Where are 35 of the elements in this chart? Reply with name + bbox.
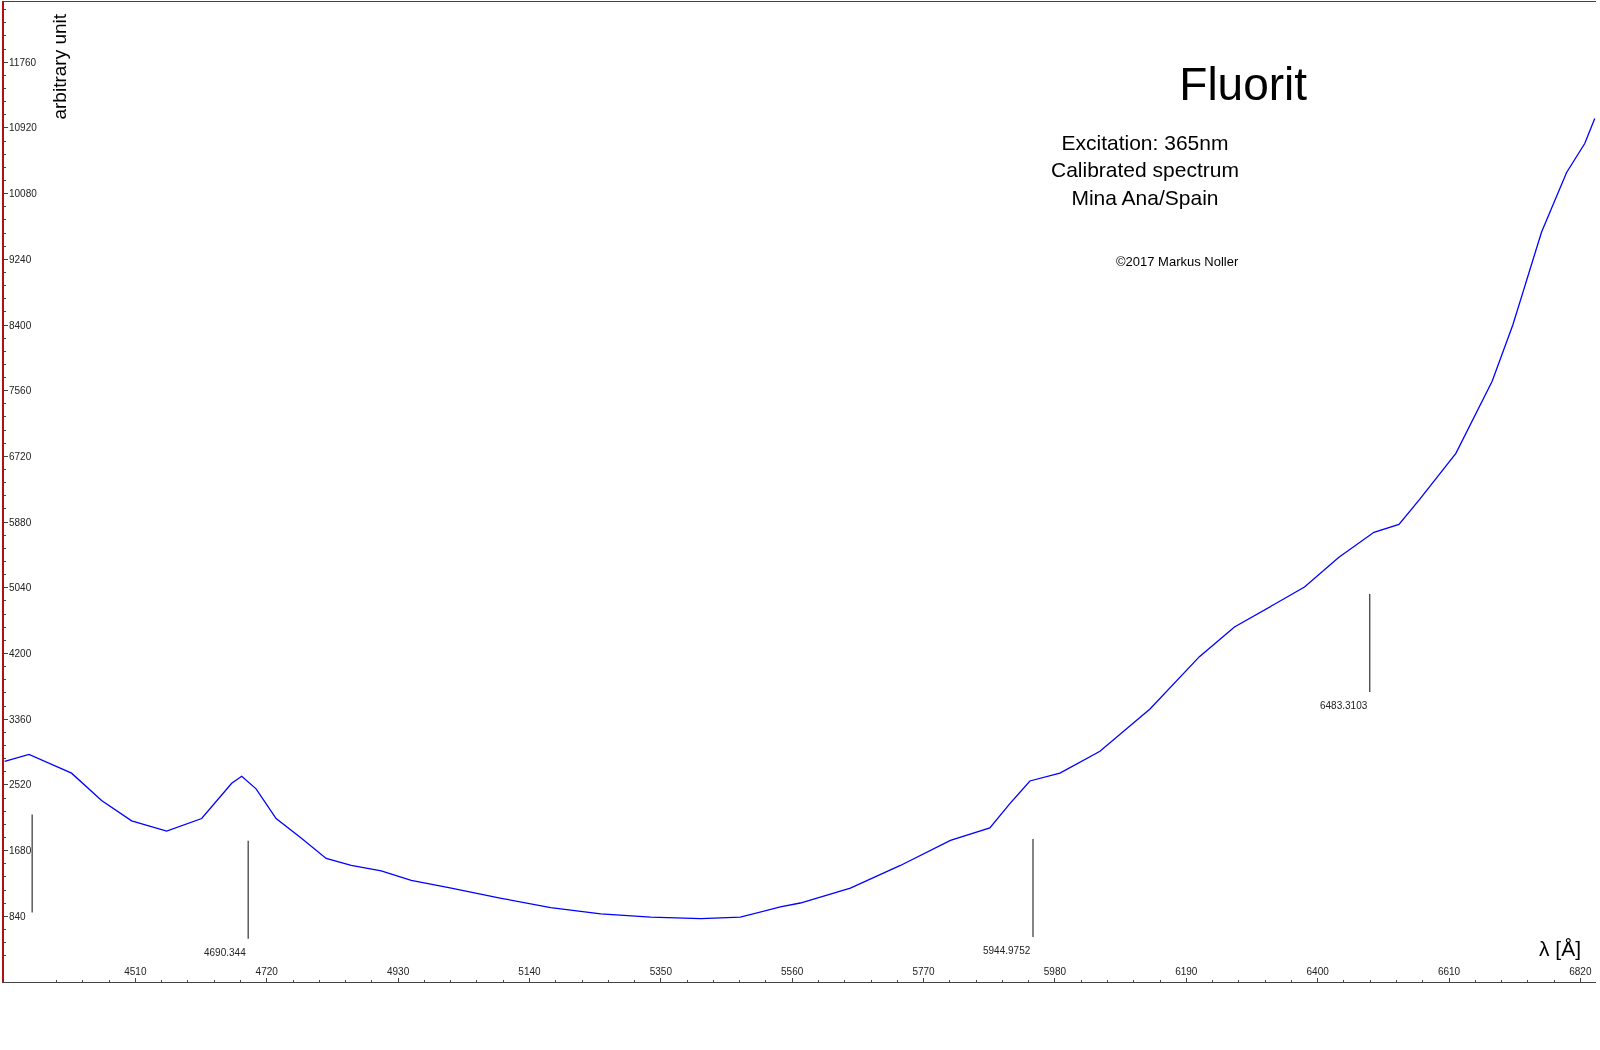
x-tick-label: 5770: [912, 966, 936, 977]
x-tick-label: 4510: [124, 966, 147, 977]
y-tick-label: 5880: [9, 516, 32, 528]
y-tick-label: 8400: [9, 319, 32, 331]
y-tick-label: 10080: [9, 188, 38, 200]
y-axis-title: arbitrary unit: [48, 13, 70, 120]
text: Excitation: 365nm Calibrated spectrum Mina Ana/Spain: [1051, 131, 1239, 209]
ref-line-label: 4690.344: [204, 947, 247, 958]
x-tick-label: 6820: [1569, 966, 1592, 977]
y-tick-label: 1680: [9, 845, 32, 857]
y-tick-label: 840: [9, 910, 27, 922]
annotation: ©2017 Markus Noller: [1116, 254, 1239, 269]
x-tick-label: 5140: [518, 966, 542, 977]
y-tick-label: 5040: [9, 582, 32, 594]
y-tick-label: 11760: [9, 56, 37, 68]
y-tick-label: 9240: [9, 253, 32, 265]
x-tick-label: 6610: [1437, 966, 1461, 977]
x-tick-label: 6400: [1306, 966, 1330, 977]
ref-line-label: 6483.3103: [1320, 700, 1368, 711]
line-series: [4, 117, 1596, 920]
ref-line-label: 5944.9752: [983, 945, 1031, 956]
x-tick-label: 5560: [781, 966, 804, 977]
x-tick-label: 5980: [1043, 966, 1067, 977]
x-tick-label: 5350: [649, 966, 673, 977]
x-axis-title: λ [Å]: [1539, 937, 1582, 960]
x-tick-label: 4930: [386, 966, 410, 977]
y-tick-label: 10920: [9, 122, 38, 134]
y-tick-label: 6720: [9, 450, 32, 462]
y-tick-label: 3360: [9, 713, 32, 725]
y-tick-label: 2520: [9, 779, 32, 791]
x-tick-label: 4720: [255, 966, 279, 977]
text: Fluorit: [1179, 58, 1308, 111]
x-tick-label: 6190: [1175, 966, 1198, 977]
y-tick-label: 4200: [9, 648, 32, 660]
y-tick-label: 7560: [9, 385, 32, 397]
